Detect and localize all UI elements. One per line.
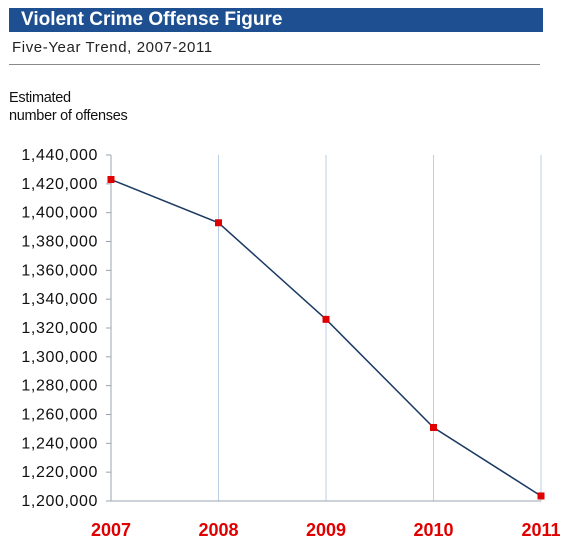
y-tick-label: 1,220,000	[21, 464, 98, 481]
y-tick-label: 1,200,000	[21, 493, 98, 510]
y-tick-label: 1,360,000	[21, 262, 98, 279]
x-tick-label: 2011	[521, 520, 560, 540]
y-tick-label: 1,440,000	[21, 147, 98, 164]
y-tick-label: 1,300,000	[21, 349, 98, 366]
chart-title: Violent Crime Offense Figure	[21, 9, 283, 30]
y-tick-label: 1,340,000	[21, 291, 98, 308]
header-divider	[9, 64, 540, 65]
title-bar: Violent Crime Offense Figure	[9, 8, 543, 32]
data-point-2011	[537, 492, 545, 500]
x-tick-label: 2008	[198, 520, 238, 540]
x-tick-label: 2007	[91, 520, 131, 540]
y-tick-label: 1,380,000	[21, 234, 98, 251]
y-tick-label: 1,320,000	[21, 320, 98, 337]
data-point-2009	[322, 315, 330, 323]
x-tick-label: 2010	[413, 520, 453, 540]
data-point-2010	[430, 423, 437, 431]
y-tick-label: 1,400,000	[21, 205, 98, 222]
data-point-2007	[107, 176, 115, 184]
y-tick-label: 1,280,000	[21, 378, 98, 395]
y-tick-label: 1,240,000	[21, 435, 98, 452]
y-axis-label-line-2: number of offenses	[9, 108, 128, 124]
y-tick-label: 1,420,000	[21, 176, 98, 193]
y-axis-label-line-1: Estimated	[9, 90, 71, 106]
data-point-2008	[215, 219, 222, 227]
x-tick-label: 2009	[306, 520, 346, 540]
chart-subtitle: Five-Year Trend, 2007-2011	[12, 39, 213, 56]
y-axis-label: Estimated number of offenses	[9, 89, 149, 125]
y-tick-label: 1,260,000	[21, 407, 98, 424]
